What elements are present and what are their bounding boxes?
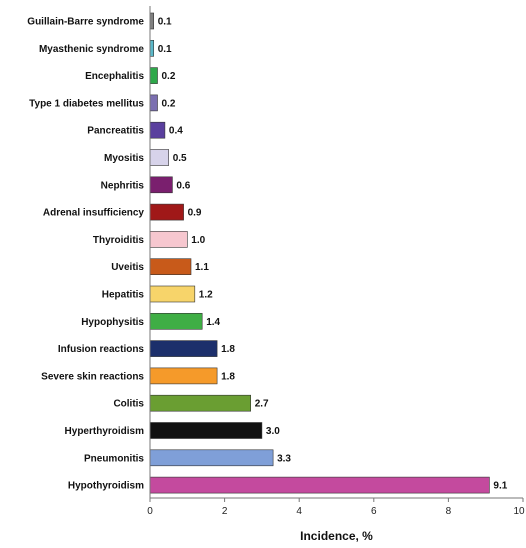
bar-17: [149, 476, 490, 494]
value-label: 0.6: [176, 180, 190, 191]
value-label: 1.2: [199, 290, 213, 301]
category-label: Adrenal insufficiency: [43, 208, 145, 219]
value-label: 3.3: [277, 453, 291, 464]
value-label: 1.1: [195, 262, 209, 273]
x-tick-label: 4: [296, 506, 302, 517]
category-label: Hyperthyroidism: [65, 426, 145, 437]
bar-7: [149, 203, 184, 221]
category-label: Thyroiditis: [93, 235, 145, 246]
x-ticks: 0 2 4 6 8 10: [147, 498, 525, 517]
category-label: Colitis: [113, 399, 144, 410]
bar-11: [149, 312, 203, 330]
category-label: Infusion reactions: [58, 344, 145, 355]
value-label: 0.4: [169, 126, 183, 137]
category-label: Type 1 diabetes mellitus: [29, 98, 144, 109]
category-label: Myasthenic syndrome: [39, 44, 144, 55]
value-label: 1.0: [191, 235, 205, 246]
x-tick-label: 8: [446, 506, 452, 517]
bars-layer: [149, 12, 490, 494]
category-label: Hepatitis: [102, 290, 145, 301]
bar-12: [149, 340, 218, 357]
x-tick-label: 6: [371, 506, 377, 517]
category-label: Severe skin reactions: [41, 371, 144, 382]
labels-layer: Guillain-Barre syndrome 0.1 Myasthenic syn…: [27, 17, 507, 492]
bar-13: [149, 367, 218, 385]
bar-3: [149, 94, 158, 112]
category-label: Pancreatitis: [87, 126, 144, 137]
value-label: 0.5: [173, 153, 187, 164]
bar-16: [149, 449, 274, 467]
category-label: Encephalitis: [85, 71, 144, 82]
value-label: 1.4: [206, 317, 220, 328]
value-label: 0.2: [162, 98, 176, 109]
bar-8: [149, 231, 188, 248]
value-label: 0.2: [162, 71, 176, 82]
value-label: 0.1: [158, 17, 172, 28]
category-label: Hypothyroidism: [68, 481, 144, 492]
value-label: 0.9: [188, 208, 202, 219]
bar-10: [149, 285, 196, 303]
bar-1: [149, 39, 155, 57]
category-label: Uveitis: [111, 262, 144, 273]
bar-6: [149, 176, 173, 194]
value-label: 1.8: [221, 344, 235, 355]
value-label: 2.7: [255, 399, 269, 410]
category-label: Guillain-Barre syndrome: [27, 17, 144, 28]
category-label: Pneumonitis: [84, 453, 144, 464]
value-label: 3.0: [266, 426, 280, 437]
category-label: Myositis: [104, 153, 144, 164]
value-label: 9.1: [493, 481, 507, 492]
x-axis-title: Incidence, %: [300, 529, 373, 543]
bar-2: [149, 67, 158, 84]
category-label: Nephritis: [101, 180, 145, 191]
category-label: Hypophysitis: [81, 317, 144, 328]
bar-0: [149, 12, 155, 30]
bar-4: [149, 121, 166, 139]
bar-14: [149, 394, 251, 412]
bar-9: [149, 258, 192, 276]
bar-5: [149, 149, 170, 166]
x-tick-label: 10: [513, 506, 525, 517]
value-label: 0.1: [158, 44, 172, 55]
x-tick-label: 0: [147, 506, 153, 517]
x-tick-label: 2: [222, 506, 228, 517]
value-label: 1.8: [221, 371, 235, 382]
bar-15: [149, 422, 263, 439]
